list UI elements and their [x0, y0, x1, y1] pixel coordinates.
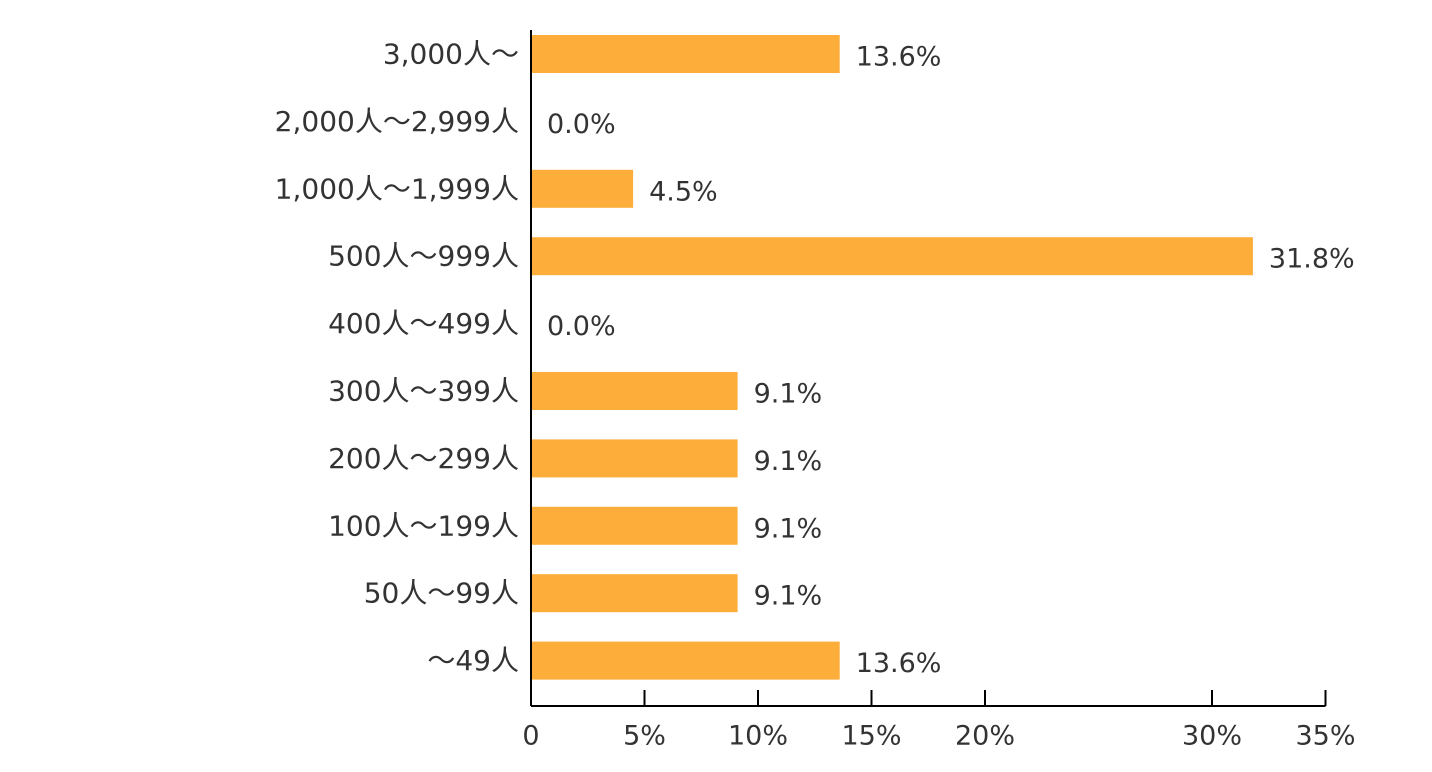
category-label: 1,000人～1,999人 [275, 172, 519, 205]
x-tick-label: 20% [955, 721, 1015, 752]
category-label: 100人～199人 [328, 509, 519, 542]
category-label: 300人～399人 [328, 375, 519, 408]
data-label: 13.6% [856, 42, 942, 73]
bar [531, 641, 840, 680]
category-label: 400人～499人 [328, 307, 519, 340]
bars-layer [531, 35, 1253, 680]
category-label: ～49人 [427, 644, 519, 677]
data-label: 13.6% [856, 648, 942, 679]
bar [531, 574, 738, 613]
x-tick-label: 35% [1295, 721, 1355, 752]
bar [531, 506, 738, 545]
category-label: 50人～99人 [364, 577, 519, 610]
data-label: 9.1% [754, 513, 823, 544]
x-tick-label: 0 [522, 721, 539, 752]
category-label: 200人～299人 [328, 442, 519, 475]
bar [531, 35, 840, 73]
x-tick-label: 5% [623, 721, 666, 752]
bar [531, 169, 634, 208]
x-tick-label: 10% [728, 721, 788, 752]
data-label: 4.5% [649, 176, 718, 207]
data-label: 9.1% [754, 379, 823, 410]
axes [530, 30, 1327, 707]
labels-layer: 3,000人～ 13.6% 2,000人～2,999人 0.0% 1,000人～1,99… [275, 38, 1356, 752]
data-label: 9.1% [754, 581, 823, 612]
category-label: 2,000人～2,999人 [275, 105, 519, 138]
category-label: 500人～999人 [328, 240, 519, 273]
x-tick-label: 15% [841, 721, 901, 752]
x-tick-label: 30% [1182, 721, 1242, 752]
bar [531, 372, 738, 410]
data-label: 0.0% [547, 109, 616, 140]
data-label: 9.1% [754, 446, 823, 477]
category-label: 3,000人～ [383, 38, 519, 71]
bar [531, 237, 1253, 276]
bar [531, 439, 738, 478]
data-label: 0.0% [547, 311, 616, 342]
data-label: 31.8% [1269, 244, 1355, 275]
